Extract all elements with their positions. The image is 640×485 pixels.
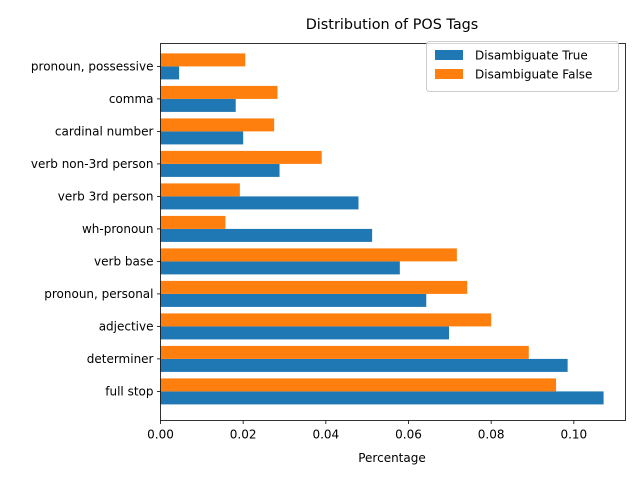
bar-disambiguate-false-determiner (160, 345, 529, 359)
bar-disambiguate-true-wh-pronoun (160, 228, 373, 242)
y-tick-label: full stop (105, 385, 153, 399)
bar-disambiguate-false-verb-non-3rd-person (160, 150, 322, 164)
bar-disambiguate-false-full-stop (160, 378, 557, 392)
x-tick-label: 0.08 (478, 428, 505, 442)
y-tick-label: wh-pronoun (82, 222, 154, 236)
y-tick-label: verb base (94, 255, 153, 269)
y-tick-label: pronoun, personal (44, 287, 153, 301)
y-tick-label: cardinal number (55, 125, 154, 139)
bar-disambiguate-false-pronoun-possessive (160, 53, 246, 67)
bar-disambiguate-true-cardinal-number (160, 131, 244, 145)
x-tick-label: 0.00 (147, 428, 174, 442)
x-tick-label: 0.02 (230, 428, 257, 442)
bar-disambiguate-true-verb-base (160, 261, 400, 275)
y-tick-label: comma (109, 92, 154, 106)
legend-swatch-disambiguate-false (435, 69, 463, 79)
bar-disambiguate-true-verb-3rd-person (160, 196, 359, 210)
bar-disambiguate-true-determiner (160, 358, 568, 372)
legend-label-disambiguate-false: Disambiguate False (475, 68, 592, 82)
bar-disambiguate-true-pronoun-personal (160, 293, 427, 307)
y-tick-label: verb 3rd person (58, 190, 154, 204)
x-axis-title: Percentage (358, 451, 426, 465)
legend: Disambiguate True Disambiguate False (426, 41, 619, 92)
y-tick-label: verb non-3rd person (31, 157, 154, 171)
y-tick-label: pronoun, possessive (31, 60, 154, 74)
x-axis-ticks: 0.00 0.02 0.04 0.06 0.08 0.10 (147, 420, 587, 442)
bar-disambiguate-true-pronoun-possessive (160, 66, 180, 80)
legend-box (426, 41, 619, 92)
bar-disambiguate-true-comma (160, 98, 236, 112)
y-axis-ticks: full stop determiner adjective pronoun, per… (31, 60, 161, 399)
bar-disambiguate-true-verb-non-3rd-person (160, 163, 280, 177)
x-tick-label: 0.06 (395, 428, 422, 442)
bar-disambiguate-false-verb-base (160, 248, 457, 262)
bar-disambiguate-false-verb-3rd-person (160, 183, 240, 197)
x-tick-label: 0.10 (560, 428, 587, 442)
bars-group (160, 53, 604, 405)
plot-frame (160, 43, 626, 421)
x-tick-label: 0.04 (312, 428, 339, 442)
chart-title: Distribution of POS Tags (306, 17, 479, 33)
bar-disambiguate-false-wh-pronoun (160, 215, 226, 229)
bar-disambiguate-false-pronoun-personal (160, 280, 468, 294)
legend-swatch-disambiguate-true (435, 50, 463, 60)
bar-disambiguate-false-comma (160, 85, 278, 99)
bar-disambiguate-false-cardinal-number (160, 118, 275, 132)
bar-disambiguate-true-adjective (160, 326, 450, 340)
bar-disambiguate-false-adjective (160, 313, 492, 327)
bar-disambiguate-true-full-stop (160, 391, 604, 405)
y-tick-label: adjective (99, 320, 154, 334)
legend-label-disambiguate-true: Disambiguate True (475, 49, 588, 63)
y-tick-label: determiner (87, 352, 154, 366)
